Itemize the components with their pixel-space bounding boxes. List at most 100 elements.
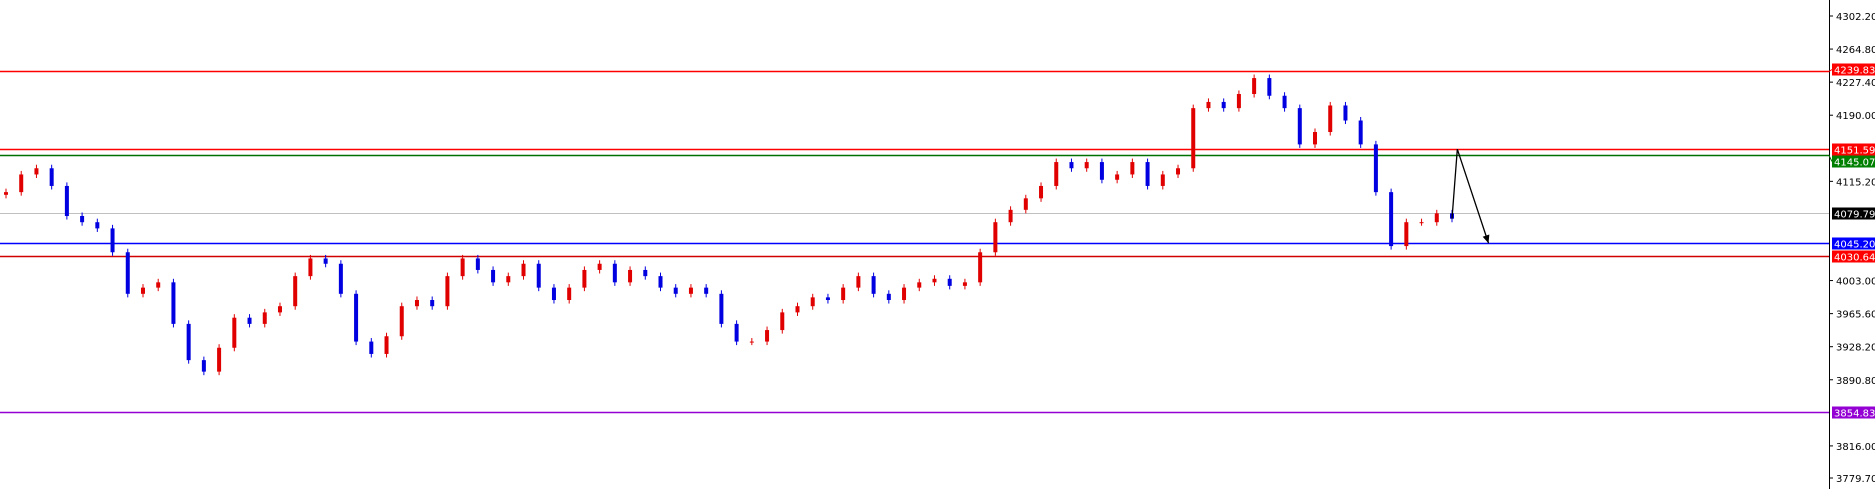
bull-candle (765, 330, 770, 342)
bear-candle (1297, 108, 1302, 145)
horizontal-levels (0, 70, 1829, 414)
tick-label: 4302.20 (1836, 12, 1875, 23)
bull-candle (521, 263, 526, 277)
level-label: 4030.64 (1834, 253, 1875, 264)
arrow-head-icon (1482, 234, 1490, 244)
level-label-bg (1832, 155, 1875, 168)
bull-candle (567, 287, 572, 301)
bear-candle (673, 287, 678, 294)
bull-candle (1191, 108, 1196, 169)
bear-candle (886, 293, 891, 301)
bull-candle (597, 263, 602, 270)
tick-label: 3816.00 (1836, 442, 1875, 453)
level-label-bg (1832, 63, 1875, 76)
bear-candle (825, 297, 830, 301)
bear-candle (354, 293, 359, 342)
bull-candle (1176, 168, 1181, 175)
bear-candle (1358, 120, 1363, 145)
level-label: 3854.83 (1834, 409, 1875, 420)
level-label-bg (1832, 207, 1875, 220)
bull-candle (628, 269, 633, 283)
bull-candle (399, 306, 404, 337)
tick-label: 3965.60 (1836, 310, 1875, 321)
bear-candle (1267, 78, 1272, 96)
level-label: 4145.07 (1834, 158, 1875, 169)
candles (4, 74, 1454, 376)
bear-candle (64, 185, 69, 217)
bull-candle (993, 222, 998, 253)
bull-candle (19, 174, 24, 193)
bull-candle (34, 168, 39, 175)
level-label-bg (1832, 237, 1875, 250)
bull-candle (217, 347, 222, 372)
tick-label: 4190.00 (1836, 111, 1875, 122)
bear-candle (247, 317, 252, 324)
price-axis: 4302.20 4264.80 4227.40 4190.00 4115.20 4003.… (1829, 12, 1875, 485)
bull-candle (277, 306, 282, 313)
bear-candle (536, 263, 541, 288)
bull-candle (902, 287, 907, 301)
bull-candle (156, 282, 161, 288)
bull-candle (856, 276, 861, 288)
level-label-connector (1828, 69, 1833, 72)
bull-candle (1434, 213, 1439, 223)
level-label: 4151.59 (1834, 146, 1875, 157)
bull-candle (4, 192, 8, 195)
bull-candle (1419, 222, 1424, 224)
bear-candle (1282, 95, 1287, 109)
bull-candle (1160, 174, 1165, 186)
level-label: 4079.79 (1834, 210, 1875, 221)
bull-candle (460, 258, 465, 277)
level-label-bg (1832, 250, 1875, 263)
bear-candle (1373, 144, 1378, 193)
level-label-connector (1828, 155, 1833, 162)
bear-candle (704, 287, 709, 294)
tick-label: 4227.40 (1836, 78, 1875, 89)
bull-candle (1313, 132, 1318, 145)
bull-candle (1328, 105, 1333, 133)
bull-candle (795, 306, 800, 313)
level-label: 4239.83 (1834, 66, 1875, 77)
bull-candle (506, 276, 511, 283)
bull-candle (932, 278, 937, 283)
bull-candle (962, 282, 967, 286)
bear-candle (110, 228, 115, 253)
bull-candle (262, 312, 267, 324)
bear-candle (1221, 101, 1226, 109)
bull-candle (780, 312, 785, 331)
bear-candle (49, 168, 54, 186)
bear-candle (80, 216, 85, 223)
arrow-path (1451, 148, 1490, 244)
tick-label: 4115.20 (1836, 177, 1875, 188)
bear-candle (125, 252, 130, 294)
bull-candle (414, 300, 419, 307)
bear-candle (338, 263, 343, 294)
bear-candle (171, 282, 176, 324)
bear-candle (369, 341, 374, 354)
bull-candle (1115, 174, 1120, 180)
bull-candle (384, 336, 389, 354)
bear-candle (475, 258, 480, 270)
bull-candle (1008, 209, 1013, 223)
bear-candle (323, 258, 328, 264)
bear-candle (1099, 162, 1104, 180)
bull-candle (1084, 162, 1089, 169)
bull-candle (841, 287, 846, 301)
level-label-bg (1832, 406, 1875, 419)
bull-candle (582, 269, 587, 288)
bull-candle (140, 287, 145, 294)
bear-candle (658, 276, 663, 288)
bull-candle (688, 287, 693, 294)
bull-candle (978, 252, 983, 283)
bear-candle (734, 323, 739, 342)
bull-candle (749, 341, 754, 343)
bull-candle (1023, 198, 1028, 210)
bull-candle (1039, 185, 1044, 199)
bear-candle (1069, 162, 1074, 169)
bull-candle (810, 297, 815, 307)
level-label: 4045.20 (1834, 240, 1875, 251)
tick-label: 3890.80 (1836, 376, 1875, 387)
bear-candle (1145, 162, 1150, 186)
bull-candle (232, 317, 237, 348)
